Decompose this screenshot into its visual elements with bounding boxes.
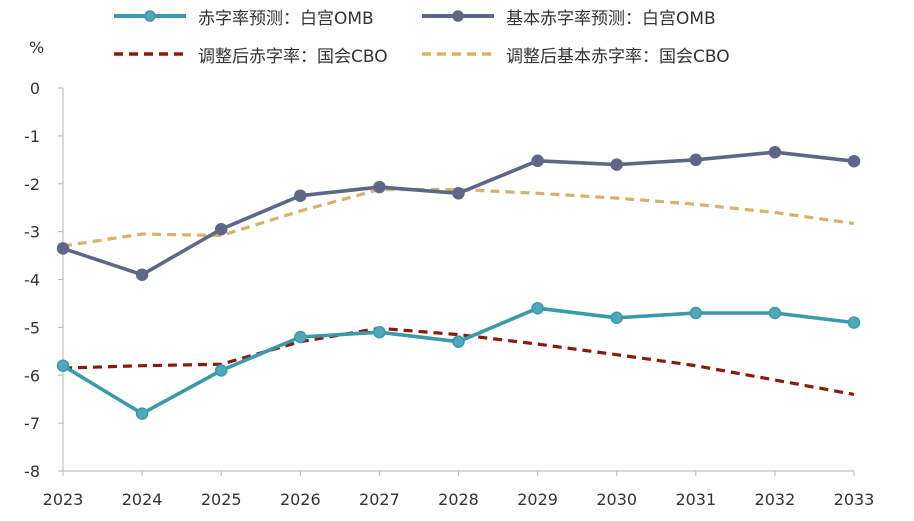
data-point-series-1 (689, 153, 703, 167)
x-tick-label: 2026 (280, 490, 321, 509)
y-tick-label: -4 (24, 271, 40, 290)
data-point-series-0 (610, 311, 623, 325)
data-point-series-1 (373, 180, 386, 194)
data-point-series-0 (847, 316, 861, 329)
data-point-series-0 (56, 359, 70, 372)
legend-label-omb-primary-deficit: 基本赤字率预测：白宫OMB (506, 8, 716, 29)
y-tick-label: -6 (24, 366, 40, 385)
data-point-series-1 (56, 242, 70, 255)
data-point-series-0 (768, 306, 782, 320)
y-tick-label: -5 (24, 318, 40, 337)
legend-label-cbo-primary-deficit: 调整后基本赤字率：国会CBO (506, 46, 730, 67)
x-tick-label: 2033 (834, 490, 875, 509)
data-point-series-1 (847, 154, 861, 168)
data-point-series-0 (135, 407, 149, 420)
series-line-1 (61, 150, 856, 277)
legend-label-omb-deficit: 赤字率预测：白宫OMB (198, 8, 374, 29)
data-point-series-1 (135, 268, 149, 281)
x-tick-label: 2023 (43, 490, 84, 509)
x-tick-label: 2024 (122, 490, 163, 509)
data-point-series-1 (294, 189, 307, 202)
x-tick-label: 2027 (359, 490, 400, 509)
data-point-series-0 (294, 330, 307, 344)
y-tick-label: -1 (24, 127, 40, 146)
x-tick-label: 2032 (755, 490, 796, 509)
series-line-2 (62, 326, 855, 396)
legend-item-cbo-deficit: 调整后赤字率：国会CBO (110, 42, 388, 67)
legend-swatch-omb-deficit (114, 10, 186, 22)
x-tick-label: 2031 (675, 490, 716, 509)
legend-item-omb-deficit: 赤字率预测：白宫OMB (110, 4, 374, 29)
legend-swatch-cbo-primary-deficit (422, 52, 494, 56)
y-tick-label: 0 (30, 79, 40, 98)
data-point-series-1 (768, 145, 782, 159)
data-point-series-0 (373, 325, 386, 339)
x-tick-label: 2030 (596, 490, 637, 509)
data-point-series-0 (214, 364, 228, 377)
legend-label-cbo-deficit: 调整后赤字率：国会CBO (198, 46, 388, 67)
data-point-series-1 (531, 154, 544, 168)
series-line-0 (61, 306, 856, 416)
x-tick-label: 2025 (201, 490, 242, 509)
data-point-series-0 (689, 306, 703, 320)
y-tick-label: -8 (24, 462, 40, 481)
data-point-series-0 (531, 301, 544, 315)
y-tick-label: -7 (24, 414, 40, 433)
data-point-series-1 (214, 222, 228, 236)
data-point-series-0 (452, 335, 465, 348)
y-tick-label: -3 (24, 223, 40, 242)
legend-swatch-omb-primary-deficit (422, 10, 494, 22)
y-tick-label: -2 (24, 175, 40, 194)
legend: 赤字率预测：白宫OMB 基本赤字率预测：白宫OMB 调整后赤字率：国会CBO 调… (0, 0, 914, 80)
data-point-series-1 (610, 158, 623, 171)
x-tick-label: 2029 (517, 490, 558, 509)
y-axis-unit-label: % (29, 38, 45, 57)
legend-swatch-cbo-deficit (114, 52, 186, 56)
data-point-series-1 (452, 187, 465, 200)
legend-item-cbo-primary-deficit: 调整后基本赤字率：国会CBO (418, 42, 730, 67)
legend-item-omb-primary-deficit: 基本赤字率预测：白宫OMB (418, 4, 716, 29)
series-line-3 (62, 187, 855, 248)
x-tick-label: 2028 (438, 490, 479, 509)
